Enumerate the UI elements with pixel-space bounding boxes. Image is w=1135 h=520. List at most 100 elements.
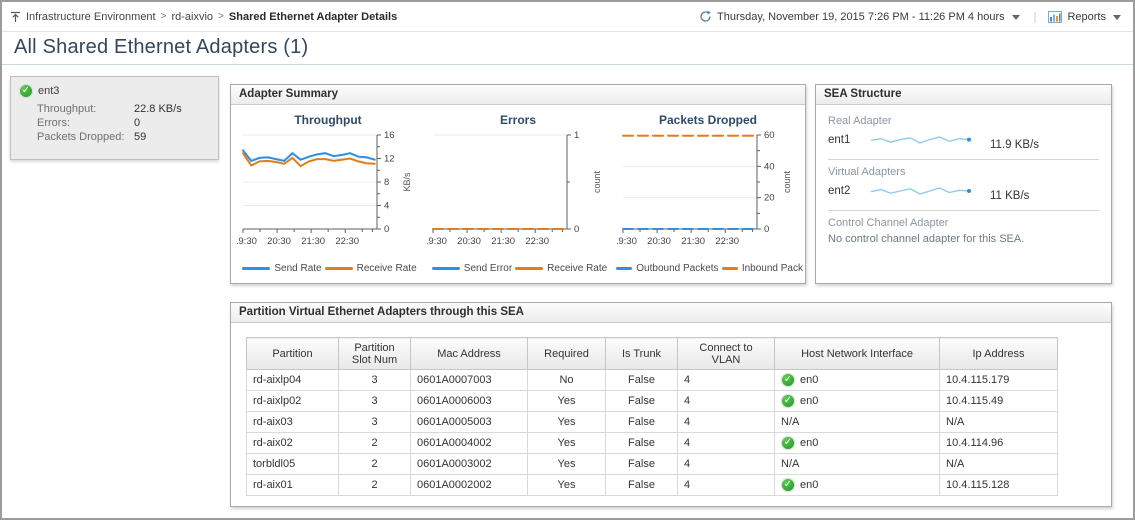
cell-vlan: 4 xyxy=(677,411,775,433)
table-row[interactable]: torbldl05 2 0601A0003002 Yes False 4 N/A N/A xyxy=(246,453,1058,475)
table-row[interactable]: rd-aix02 2 0601A0004002 Yes False 4 ✓ en0 10.4.1… xyxy=(246,432,1058,454)
sea-section-label: Control Channel Adapter xyxy=(828,217,949,229)
svg-text:0: 0 xyxy=(764,224,769,235)
svg-text:21:30: 21:30 xyxy=(491,236,515,247)
status-ok-icon: ✓ xyxy=(781,436,795,450)
svg-text:1: 1 xyxy=(574,130,579,141)
column-header[interactable]: Required xyxy=(527,337,606,370)
table-row[interactable]: rd-aixlp04 3 0601A0007003 No False 4 ✓ en0 10.4.… xyxy=(246,369,1058,391)
column-header[interactable]: Is Trunk xyxy=(605,337,678,370)
svg-text:4: 4 xyxy=(384,201,389,212)
svg-text:0: 0 xyxy=(384,224,389,235)
cell-mac: 0601A0006003 xyxy=(410,390,528,412)
metric-label: Errors: xyxy=(37,117,70,129)
time-range-icon xyxy=(700,10,711,22)
time-range-selector[interactable]: Thursday, November 19, 2015 7:26 PM - 11… xyxy=(699,10,1022,23)
breadcrumb: Infrastructure Environment > rd-aixvio >… xyxy=(10,11,397,23)
chart-title: Throughput xyxy=(294,113,362,127)
chart-legend: Send Rate Receive Rate xyxy=(233,263,423,274)
legend-swatch xyxy=(721,267,738,270)
cell-mac: 0601A0007003 xyxy=(410,369,528,391)
cell-ip: 10.4.115.179 xyxy=(939,369,1058,391)
cell-host-interface: ✓ en0 xyxy=(774,369,940,391)
cell-host-interface: ✓ en0 xyxy=(774,390,940,412)
cell-required: Yes xyxy=(527,474,606,496)
svg-text:22:30: 22:30 xyxy=(525,236,549,247)
svg-text:20:30: 20:30 xyxy=(267,236,291,247)
partition-table-panel: Partition Virtual Ethernet Adapters thro… xyxy=(230,302,1112,507)
cell-is-trunk: False xyxy=(605,411,678,433)
cell-ip: 10.4.114.96 xyxy=(939,432,1058,454)
column-header[interactable]: Partition Slot Num xyxy=(338,337,411,370)
svg-text:19:30: 19:30 xyxy=(237,236,257,247)
svg-text:20: 20 xyxy=(764,193,775,204)
chart-throughput: Throughput 0 4 8 12 16 19:30 20:30 21:30 22:30 KB… xyxy=(233,107,423,274)
cell-is-trunk: False xyxy=(605,390,678,412)
charts-row: Throughput 0 4 8 12 16 19:30 20:30 21:30 22:30 KB… xyxy=(231,105,805,274)
breadcrumb-separator: > xyxy=(218,11,224,22)
chart-title: Packets Dropped xyxy=(658,113,758,127)
cell-partition: rd-aix01 xyxy=(246,474,339,496)
column-header[interactable]: Mac Address xyxy=(410,337,528,370)
breadcrumb-separator: > xyxy=(160,11,167,22)
legend-swatch xyxy=(431,267,460,270)
cell-slot: 2 xyxy=(338,474,411,496)
svg-text:60: 60 xyxy=(764,130,775,141)
sea-structure-panel: SEA Structure Real Adapter ent1 11.9 KB/… xyxy=(815,84,1112,284)
reports-label: Reports xyxy=(1067,10,1106,23)
svg-text:21:30: 21:30 xyxy=(681,236,705,247)
svg-text:20:30: 20:30 xyxy=(457,236,481,247)
legend-swatch xyxy=(616,267,633,270)
cell-required: Yes xyxy=(527,432,606,454)
adapter-summary-panel: Adapter Summary Throughput 0 4 8 12 16 19:30 2… xyxy=(230,84,806,284)
cell-required: Yes xyxy=(527,411,606,433)
sea-adapter-row-ent1[interactable]: ent1 11.9 KB/s xyxy=(828,129,1099,151)
column-header[interactable]: Partition xyxy=(246,337,339,370)
svg-text:22:30: 22:30 xyxy=(335,236,359,247)
breadcrumb-current: Shared Ethernet Adapter Details xyxy=(228,10,398,23)
status-ok-icon: ✓ xyxy=(781,478,795,492)
svg-text:21:30: 21:30 xyxy=(301,236,325,247)
adapter-tile-ent3[interactable]: ✓ ent3 Throughput: 22.8 KB/s Errors: 0 P… xyxy=(10,76,219,160)
legend-label: Send Error xyxy=(463,263,513,274)
sea-adapter-name: ent1 xyxy=(828,134,851,146)
column-header[interactable]: Connect to VLAN xyxy=(677,337,775,370)
table-row[interactable]: rd-aix03 3 0601A0005003 Yes False 4 N/A N/A xyxy=(246,411,1058,433)
table-header-row: Partition Partition Slot Num Mac Address Re… xyxy=(246,337,1058,370)
legend-swatch xyxy=(515,267,544,270)
content: ✓ ent3 Throughput: 22.8 KB/s Errors: 0 P… xyxy=(2,66,1133,518)
breadcrumb-link-infrastructure-environment[interactable]: Infrastructure Environment xyxy=(26,10,156,23)
sparkline-ent1 xyxy=(870,136,971,144)
legend-label: Inbound Pack xyxy=(741,263,803,274)
divider xyxy=(828,159,1099,160)
cell-slot: 3 xyxy=(338,369,411,391)
legend-label: Receive Rate xyxy=(547,263,608,274)
cell-slot: 3 xyxy=(338,411,411,433)
table-row[interactable]: rd-aix01 2 0601A0002002 Yes False 4 ✓ en0 10.4.1… xyxy=(246,474,1058,496)
cell-is-trunk: False xyxy=(605,474,678,496)
sea-section-label: Real Adapter xyxy=(828,115,892,127)
svg-text:22:30: 22:30 xyxy=(715,236,739,247)
cell-vlan: 4 xyxy=(677,432,775,454)
table-row[interactable]: rd-aixlp02 3 0601A0006003 Yes False 4 ✓ en0 10.4… xyxy=(246,390,1058,412)
cell-slot: 2 xyxy=(338,432,411,454)
svg-text:40: 40 xyxy=(764,161,775,172)
chart-legend: Send Error Receive Rate xyxy=(423,263,613,274)
svg-text:19:30: 19:30 xyxy=(427,236,447,247)
legend-label: Outbound Packets xyxy=(636,263,719,274)
column-header[interactable]: Host Network Interface xyxy=(774,337,940,370)
cell-host-interface: N/A xyxy=(774,453,940,475)
tile-metric-row: Packets Dropped: 59 xyxy=(37,131,210,143)
table-body: rd-aixlp04 3 0601A0007003 No False 4 ✓ en0 10.4.… xyxy=(246,369,1058,496)
sea-adapter-name: ent2 xyxy=(828,185,851,197)
breadcrumb-link-rd-aixvio[interactable]: rd-aixvio xyxy=(171,10,214,23)
sea-adapter-row-ent2[interactable]: ent2 11 KB/s xyxy=(828,180,1099,202)
tile-metric-row: Errors: 0 xyxy=(37,117,210,129)
legend-swatch xyxy=(324,267,353,270)
legend-label: Receive Rate xyxy=(356,263,417,274)
column-header[interactable]: Ip Address xyxy=(939,337,1058,370)
sea-adapter-value: 11 KB/s xyxy=(990,190,1030,202)
throughput-chart: 0 4 8 12 16 19:30 20:30 21:30 22:30 KB/s xyxy=(237,130,412,247)
chevron-down-icon xyxy=(1011,15,1020,20)
reports-menu-button[interactable]: Reports xyxy=(1048,10,1123,23)
